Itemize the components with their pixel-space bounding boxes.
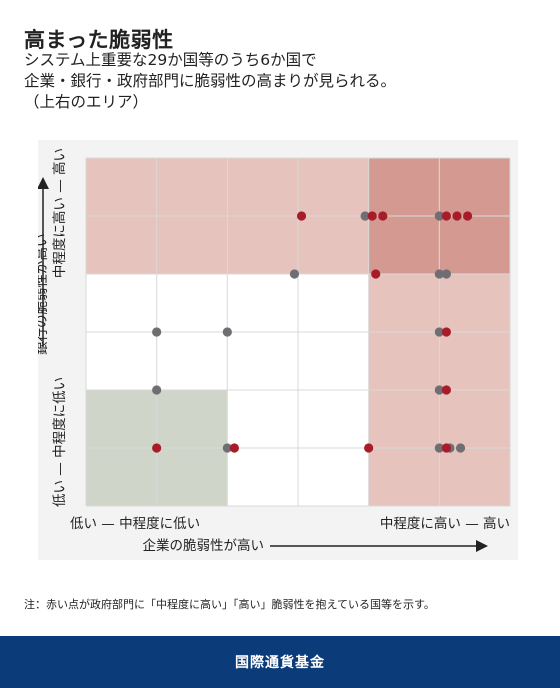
data-point-red: [229, 443, 239, 453]
data-point-red: [441, 327, 451, 337]
data-point-red: [371, 269, 381, 279]
data-point-gray: [360, 211, 370, 221]
data-point-gray: [152, 327, 162, 337]
chart-panel: 低い — 中程度に低い 中程度に高い — 高い 企業の脆弱性が高い 中程度に高い…: [38, 140, 518, 560]
data-point-gray: [152, 385, 162, 395]
chart-title: 高まった脆弱性: [24, 28, 174, 52]
data-point-gray: [434, 269, 444, 279]
data-point-red: [152, 443, 162, 453]
x-tick-label-low: 低い — 中程度に低い: [70, 516, 200, 532]
x-axis-label: 企業の脆弱性が高い: [143, 537, 265, 554]
data-point-red: [367, 211, 377, 221]
data-point-gray: [441, 269, 451, 279]
x-tick-label-high: 中程度に高い — 高い: [380, 515, 510, 532]
data-point-red: [463, 211, 473, 221]
subtitle-line-3: （上右のエリア）: [24, 93, 149, 111]
data-point-red: [378, 211, 388, 221]
scatter-chart: 低い — 中程度に低い 中程度に高い — 高い 企業の脆弱性が高い 中程度に高い…: [38, 148, 511, 554]
footnote: 注：赤い点が政府部門に「中程度に高い」「高い」脆弱性を抱えている国等を示す。: [24, 598, 435, 611]
subtitle-line-1: システム上重要な29か国等のうち6か国で: [24, 51, 317, 69]
y-tick-label-high: 中程度に高い — 高い: [51, 148, 68, 278]
data-point-red: [296, 211, 307, 221]
data-point-red: [452, 211, 462, 221]
footer-bar: 国際通貨基金: [0, 636, 560, 688]
data-point-red: [441, 385, 451, 395]
y-tick-label-low: 低い — 中程度に低い: [52, 377, 68, 507]
data-point-gray: [222, 443, 232, 453]
data-point-gray: [455, 443, 466, 453]
data-point-gray: [434, 327, 444, 337]
data-point-red: [441, 211, 451, 221]
subtitle-line-2: 企業・銀行・政府部門に脆弱性の高まりが見られる。: [24, 72, 397, 90]
data-point-gray: [434, 385, 444, 395]
data-point-red: [364, 443, 374, 453]
data-point-gray: [222, 327, 232, 337]
data-point-gray: [434, 443, 444, 453]
footer-label: 国際通貨基金: [235, 655, 325, 671]
data-point-red: [441, 443, 451, 453]
y-axis-label: 銀行の脆弱性が高い: [38, 234, 50, 356]
data-point-gray: [434, 211, 444, 221]
data-point-gray: [289, 269, 300, 279]
